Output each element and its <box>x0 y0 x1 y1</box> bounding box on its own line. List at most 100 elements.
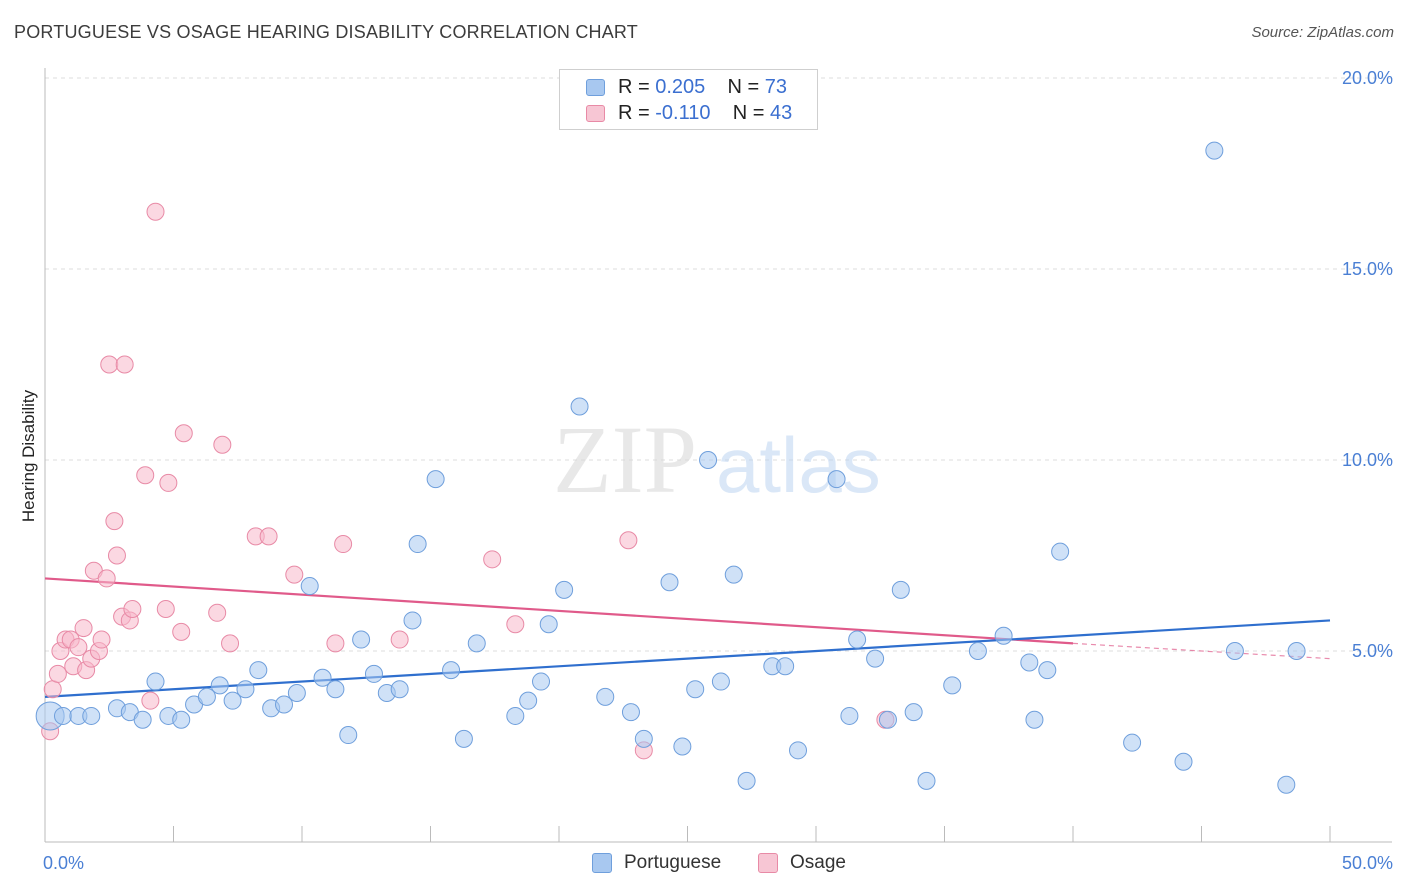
osage-point <box>105 512 124 531</box>
osage-point <box>285 565 304 584</box>
legend-r-label: R = <box>618 102 656 124</box>
portuguese-point <box>848 630 867 649</box>
portuguese-point <box>1205 141 1224 160</box>
portuguese-point <box>506 706 525 725</box>
legend-swatch-portuguese <box>586 79 605 96</box>
portuguese-point <box>82 706 101 725</box>
x-tick-label: 50.0% <box>1342 853 1393 873</box>
legend-r-value-osage: -0.110 <box>655 102 711 124</box>
y-tick-label: 20.0% <box>1342 68 1393 88</box>
portuguese-point <box>596 687 615 706</box>
portuguese-trend-line <box>44 619 1331 698</box>
portuguese-point <box>943 676 962 695</box>
legend-r-label: R = <box>618 76 656 98</box>
portuguese-point <box>737 771 756 790</box>
y-tick-label: 15.0% <box>1342 259 1393 279</box>
osage-points <box>41 202 895 760</box>
y-tick-label: 10.0% <box>1342 450 1393 470</box>
osage-point <box>92 630 111 649</box>
watermark: ZIP atlas <box>553 406 881 513</box>
portuguese-point <box>660 573 679 592</box>
osage-point <box>156 599 175 618</box>
portuguese-point <box>1025 710 1044 729</box>
portuguese-point <box>364 664 383 683</box>
portuguese-point <box>197 687 216 706</box>
bottom-legend-label-osage: Osage <box>790 852 846 873</box>
osage-point <box>146 202 165 221</box>
portuguese-point <box>1123 733 1142 752</box>
portuguese-point <box>223 691 242 710</box>
legend-swatch-osage <box>586 105 605 122</box>
portuguese-point <box>1174 752 1193 771</box>
portuguese-point <box>1038 661 1057 680</box>
osage-point <box>619 531 638 550</box>
portuguese-point <box>275 695 294 714</box>
osage-point <box>506 615 525 634</box>
portuguese-point <box>249 661 268 680</box>
portuguese-point <box>827 470 846 489</box>
portuguese-point <box>866 649 885 668</box>
osage-point <box>259 527 278 546</box>
portuguese-point <box>673 737 692 756</box>
legend-n-label: N = <box>727 76 765 98</box>
osage-point <box>69 638 88 657</box>
portuguese-point <box>840 706 859 725</box>
portuguese-point <box>236 680 255 699</box>
x-tick-label: 0.0% <box>43 853 84 873</box>
portuguese-point <box>621 703 640 722</box>
trend-lines <box>44 577 1331 698</box>
portuguese-point <box>555 580 574 599</box>
osage-point <box>174 424 193 443</box>
portuguese-point <box>352 630 371 649</box>
portuguese-point <box>53 706 72 725</box>
portuguese-point <box>390 680 409 699</box>
bottom-legend-label-portuguese: Portuguese <box>624 852 722 873</box>
osage-point <box>115 355 134 374</box>
osage-point <box>107 546 126 565</box>
portuguese-point <box>904 703 923 722</box>
portuguese-point <box>408 535 427 554</box>
portuguese-point <box>968 642 987 660</box>
legend-r-value-portuguese: 0.205 <box>655 76 706 98</box>
portuguese-point <box>133 710 152 729</box>
portuguese-point <box>917 771 936 790</box>
portuguese-point <box>878 710 897 729</box>
osage-point <box>100 355 119 374</box>
watermark-atlas: atlas <box>716 421 881 509</box>
portuguese-point <box>300 577 319 596</box>
gridlines <box>45 77 1392 652</box>
portuguese-point <box>634 729 653 748</box>
stats-legend: R = 0.205 N = 73 R = -0.110 N = 43 <box>559 69 818 130</box>
osage-point <box>390 630 409 649</box>
portuguese-point <box>724 565 743 584</box>
portuguese-point <box>539 615 558 634</box>
tick-labels: 5.0% 10.0% 15.0% 20.0% 0.0% 50.0% <box>43 68 1393 873</box>
osage-point <box>221 634 240 653</box>
portuguese-point <box>891 580 910 599</box>
osage-point <box>97 569 116 588</box>
portuguese-point <box>789 741 808 760</box>
osage-trend-line-dashed <box>1072 642 1331 660</box>
portuguese-point <box>1051 542 1070 561</box>
portuguese-point <box>454 729 473 748</box>
portuguese-point <box>699 451 718 469</box>
osage-point <box>136 466 155 485</box>
bottom-swatch-portuguese <box>592 853 612 873</box>
chart-title: PORTUGUESE VS OSAGE HEARING DISABILITY C… <box>14 22 638 42</box>
portuguese-point <box>467 634 486 653</box>
portuguese-point <box>519 691 538 710</box>
portuguese-point <box>210 676 229 695</box>
portuguese-point <box>994 626 1013 645</box>
osage-point <box>172 622 191 641</box>
portuguese-point <box>339 726 358 745</box>
osage-point <box>334 535 353 554</box>
portuguese-point <box>1020 653 1039 672</box>
portuguese-point <box>1277 775 1296 794</box>
portuguese-point <box>532 672 551 691</box>
legend-n-value-portuguese: 73 <box>764 76 788 98</box>
osage-point <box>43 680 62 699</box>
portuguese-point <box>1225 642 1244 660</box>
portuguese-point <box>570 397 589 416</box>
portuguese-point <box>146 672 165 691</box>
osage-trend-line <box>44 577 1074 645</box>
